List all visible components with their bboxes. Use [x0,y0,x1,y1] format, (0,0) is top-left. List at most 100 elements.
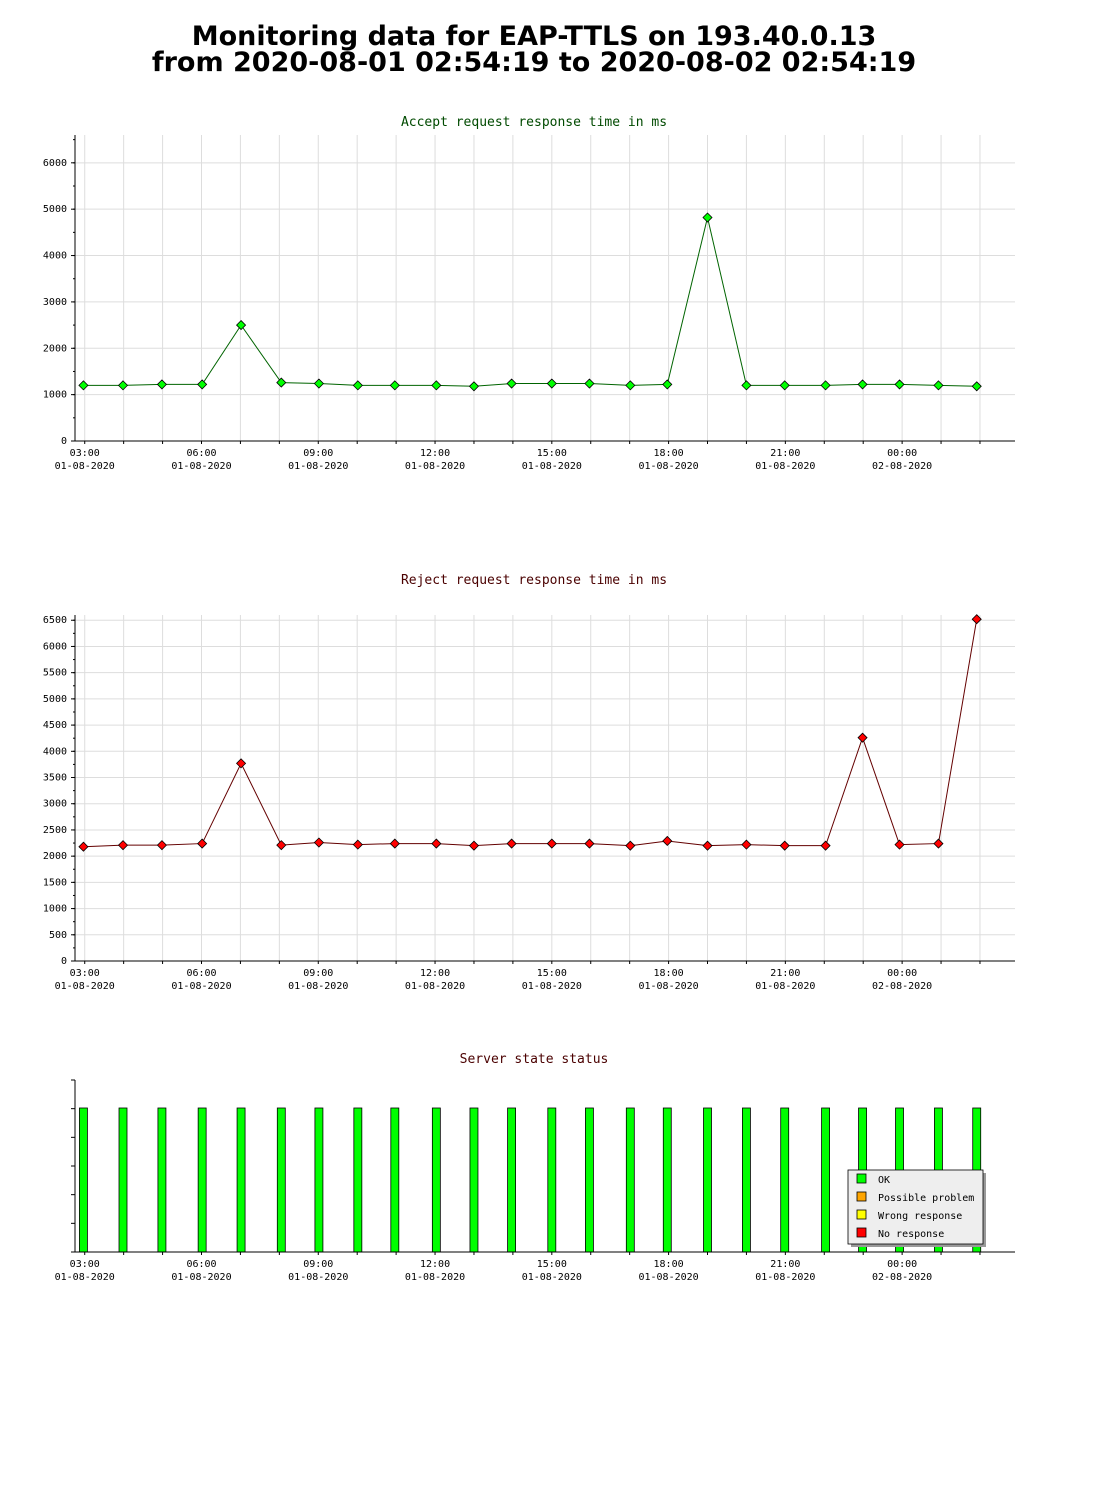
accept-chart-title: Accept request response time in ms [401,115,667,130]
accept-data-point [156,379,167,390]
reject-data-point [820,840,831,851]
reject-data-point [78,841,89,852]
y-tick-label: 0 [61,436,67,447]
x-tick-label-time: 15:00 [537,1259,567,1270]
legend-box [847,1169,984,1245]
page-title-line-1: Monitoring data for EAP-TTLS on 193.40.0… [191,21,877,52]
x-tick-label-date: 01-08-2020 [755,981,815,992]
status-bar [157,1107,167,1253]
x-tick-label-date: 01-08-2020 [288,461,348,472]
x-tick-label-time: 18:00 [654,448,684,459]
accept-data-point [197,379,208,390]
x-tick-label-date: 01-08-2020 [405,461,465,472]
y-tick-label: 3500 [43,773,67,784]
status-bar [585,1107,594,1253]
status-bar [469,1107,479,1253]
reject-data-point [117,840,129,851]
status-bar [821,1107,830,1253]
accept-data-point [662,379,673,390]
y-tick-label: 4000 [43,746,67,757]
reject-data-point [236,758,247,769]
x-tick-label-date: 01-08-2020 [522,1272,582,1283]
accept-data-point [779,380,790,391]
x-tick-label-time: 18:00 [654,968,684,979]
status-bar [780,1107,790,1253]
x-tick-label-time: 00:00 [887,968,917,979]
accept-data-point [546,378,557,389]
y-tick-label: 2500 [43,825,67,836]
legend-swatch [856,1191,867,1202]
y-tick-label: 3000 [43,297,67,308]
x-tick-label-time: 00:00 [887,448,917,459]
accept-data-point [276,377,287,388]
x-tick-label-date: 01-08-2020 [638,1272,698,1283]
y-tick-label: 500 [49,930,67,941]
x-tick-label-date: 01-08-2020 [638,461,698,472]
x-tick-label-time: 21:00 [770,448,800,459]
x-tick-label-date: 01-08-2020 [171,981,231,992]
reject-data-point [546,838,557,849]
y-tick-label: 5500 [43,668,67,679]
x-tick-label-time: 12:00 [420,448,450,459]
y-tick-label: 6000 [43,158,67,169]
reject-data-point [779,840,790,851]
x-tick-label-date: 01-08-2020 [755,1272,815,1283]
reject-data-point [197,838,208,849]
accept-data-point [313,378,324,389]
status-bar [431,1107,441,1253]
x-tick-label-time: 12:00 [420,1259,450,1270]
x-tick-label-time: 09:00 [303,968,333,979]
x-tick-label-date: 01-08-2020 [405,1272,465,1283]
status-bar [314,1107,324,1253]
x-tick-label-date: 01-08-2020 [288,981,348,992]
x-tick-label-time: 15:00 [537,448,567,459]
reject-data-point [933,838,944,849]
reject-data-point [468,840,480,851]
y-tick-label: 0 [61,956,67,967]
x-tick-label-time: 06:00 [186,968,216,979]
accept-series-line [83,217,977,387]
x-tick-label-time: 09:00 [303,1259,333,1270]
reject-data-point [894,839,905,850]
status-bar [625,1107,635,1253]
status-chart-title: Server state status [460,1052,609,1067]
status-bar [276,1107,286,1253]
accept-data-point [78,380,89,391]
y-tick-label: 5000 [43,694,67,705]
x-tick-label-date: 01-08-2020 [288,1272,348,1283]
legend-label: No response [878,1229,944,1240]
x-tick-label-date: 01-08-2020 [522,981,582,992]
accept-data-point [894,379,905,390]
status-bar [118,1107,128,1253]
x-tick-label-date: 01-08-2020 [171,461,231,472]
x-tick-label-date: 01-08-2020 [405,981,465,992]
reject-data-point [662,835,673,847]
accept-data-point [352,380,363,391]
y-tick-label: 6000 [43,641,67,652]
x-tick-label-date: 01-08-2020 [171,1272,231,1283]
y-tick-label: 1500 [43,877,67,888]
y-tick-label: 1000 [43,390,67,401]
reject-chart-title: Reject request response time in ms [401,573,667,588]
reject-data-point [506,838,517,849]
x-tick-label-date: 01-08-2020 [755,461,815,472]
y-tick-label: 1000 [43,904,67,915]
x-tick-label-date: 02-08-2020 [872,461,932,472]
accept-data-point [857,379,868,390]
x-tick-label-time: 18:00 [654,1259,684,1270]
y-tick-label: 2000 [43,343,67,354]
status-bar [662,1107,672,1253]
y-tick-label: 2000 [43,851,67,862]
reject-data-point [156,840,167,851]
y-tick-label: 4000 [43,251,67,262]
status-bar [236,1107,246,1253]
x-tick-label-time: 00:00 [887,1259,917,1270]
y-tick-label: 3000 [43,799,67,810]
x-tick-label-time: 06:00 [186,1259,216,1270]
reject-data-point [625,840,636,851]
x-tick-label-time: 03:00 [70,968,100,979]
x-tick-label-date: 02-08-2020 [872,1272,932,1283]
reject-data-point [431,838,442,849]
status-bar [197,1107,207,1253]
status-bar [507,1107,516,1253]
